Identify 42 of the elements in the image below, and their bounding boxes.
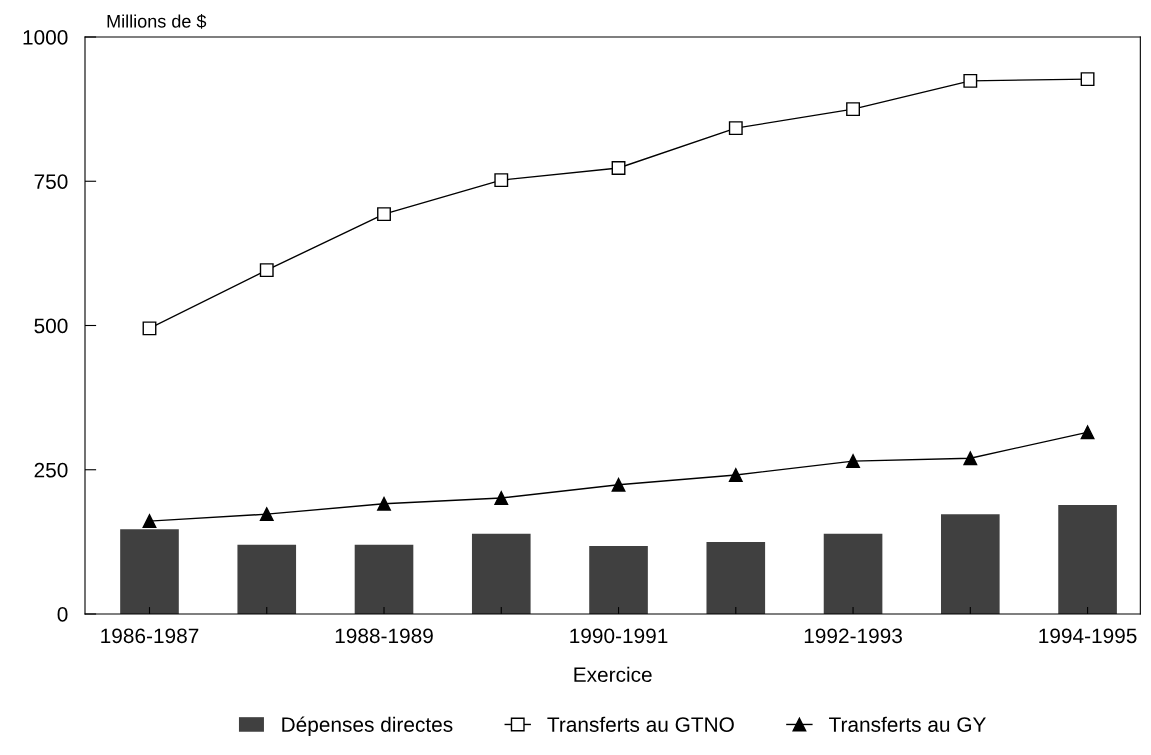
point xyxy=(963,451,978,466)
point xyxy=(494,491,509,505)
y-tick-label: 750 xyxy=(34,174,68,189)
point xyxy=(611,161,626,175)
point xyxy=(259,263,274,278)
bar xyxy=(589,545,648,614)
point xyxy=(494,173,509,188)
bar xyxy=(823,533,883,614)
legend-label: Transferts au GY xyxy=(829,716,986,732)
y-tick-label: 1000 xyxy=(23,30,68,45)
x-tick-label: 1990-1991 xyxy=(570,628,668,644)
point xyxy=(1080,72,1095,87)
point xyxy=(142,514,157,529)
x-tick-label: 1994-1995 xyxy=(1039,628,1137,644)
bar xyxy=(471,533,531,614)
point xyxy=(611,477,626,492)
x-axis-title: Exercice xyxy=(574,666,652,683)
point xyxy=(728,121,743,136)
point xyxy=(377,496,391,511)
point xyxy=(846,454,860,469)
point xyxy=(259,507,274,522)
point xyxy=(377,207,391,222)
y-tick-label: 500 xyxy=(34,318,68,334)
x-tick-label: 1988-1989 xyxy=(335,628,433,644)
point xyxy=(728,467,743,482)
x-tick-label: 1986-1987 xyxy=(101,628,199,644)
bar xyxy=(120,529,179,614)
point xyxy=(846,102,860,117)
y-axis-title: Millions de $ xyxy=(107,14,207,29)
bar xyxy=(941,514,1000,614)
y-tick-label: 250 xyxy=(34,462,68,478)
point xyxy=(963,73,978,88)
bar xyxy=(1058,504,1117,614)
bar xyxy=(706,541,766,614)
x-tick-label: 1992-1993 xyxy=(804,628,902,644)
y-tick-label: 0 xyxy=(57,607,68,622)
legend-label: Dépenses directes xyxy=(282,716,453,737)
bar xyxy=(354,544,414,614)
bar xyxy=(237,544,297,614)
point xyxy=(142,321,157,336)
legend-label: Transferts au GTNO xyxy=(547,716,734,732)
point xyxy=(1080,425,1095,440)
